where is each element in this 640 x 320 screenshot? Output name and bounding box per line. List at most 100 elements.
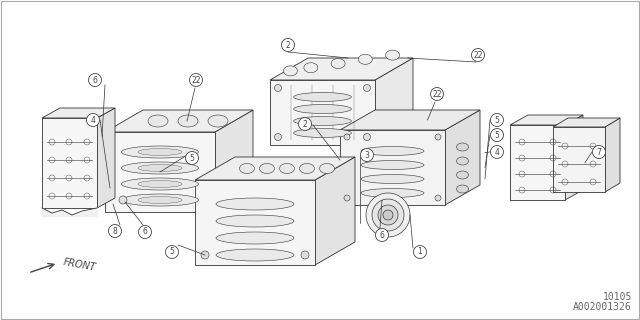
Circle shape [275, 133, 282, 140]
Text: 5: 5 [495, 116, 499, 124]
Circle shape [431, 87, 444, 100]
Circle shape [344, 134, 350, 140]
Text: 5: 5 [495, 131, 499, 140]
Circle shape [378, 205, 398, 225]
Polygon shape [605, 118, 620, 192]
Ellipse shape [148, 115, 168, 127]
Ellipse shape [178, 115, 198, 127]
Text: 3: 3 [365, 150, 369, 159]
Text: 2: 2 [285, 41, 291, 50]
Polygon shape [553, 127, 605, 192]
Ellipse shape [216, 232, 294, 244]
Circle shape [186, 151, 198, 164]
Circle shape [282, 38, 294, 52]
Circle shape [301, 251, 309, 259]
Ellipse shape [138, 148, 182, 156]
Ellipse shape [138, 164, 182, 172]
Ellipse shape [216, 198, 294, 210]
Circle shape [166, 245, 179, 259]
Ellipse shape [304, 63, 318, 73]
Ellipse shape [138, 196, 182, 204]
Ellipse shape [361, 147, 424, 156]
Circle shape [490, 146, 504, 158]
Polygon shape [42, 108, 115, 118]
Circle shape [366, 193, 410, 237]
Circle shape [435, 195, 441, 201]
Ellipse shape [280, 164, 294, 173]
Circle shape [372, 199, 404, 231]
Ellipse shape [216, 249, 294, 261]
Text: 22: 22 [191, 76, 201, 84]
Polygon shape [375, 58, 413, 145]
Polygon shape [510, 115, 583, 125]
Ellipse shape [294, 105, 351, 114]
Text: 10105: 10105 [603, 292, 632, 302]
Ellipse shape [456, 157, 468, 165]
Circle shape [435, 134, 441, 140]
Ellipse shape [361, 174, 424, 183]
Circle shape [383, 210, 393, 220]
Ellipse shape [361, 188, 424, 197]
Polygon shape [105, 132, 215, 212]
Circle shape [490, 129, 504, 141]
Text: 1: 1 [418, 247, 422, 257]
Ellipse shape [122, 162, 198, 174]
Ellipse shape [456, 143, 468, 151]
Ellipse shape [456, 171, 468, 179]
Circle shape [344, 195, 350, 201]
Polygon shape [553, 118, 620, 127]
Circle shape [138, 226, 152, 238]
Circle shape [413, 245, 426, 259]
Circle shape [364, 84, 371, 92]
Polygon shape [97, 108, 115, 208]
Circle shape [275, 84, 282, 92]
Text: 4: 4 [495, 148, 499, 156]
Ellipse shape [122, 178, 198, 190]
Polygon shape [270, 80, 375, 145]
Text: 6: 6 [143, 228, 147, 236]
Circle shape [593, 146, 605, 158]
Ellipse shape [216, 215, 294, 227]
Ellipse shape [284, 66, 298, 76]
Polygon shape [340, 130, 445, 205]
Ellipse shape [138, 180, 182, 188]
Ellipse shape [300, 164, 314, 173]
Text: FRONT: FRONT [62, 257, 97, 273]
Text: A002001326: A002001326 [573, 302, 632, 312]
Circle shape [376, 228, 388, 242]
Ellipse shape [294, 129, 351, 138]
Text: 22: 22 [473, 51, 483, 60]
Ellipse shape [208, 115, 228, 127]
Circle shape [88, 74, 102, 86]
Text: 7: 7 [596, 148, 602, 156]
Circle shape [86, 114, 99, 126]
Ellipse shape [122, 146, 198, 158]
Circle shape [119, 196, 127, 204]
Ellipse shape [122, 194, 198, 206]
Polygon shape [195, 157, 355, 180]
Text: 6: 6 [93, 76, 97, 84]
Polygon shape [510, 125, 565, 200]
Polygon shape [195, 180, 315, 265]
Text: 2: 2 [303, 119, 307, 129]
Ellipse shape [456, 185, 468, 193]
Polygon shape [215, 110, 253, 212]
Text: 5: 5 [170, 247, 175, 257]
Ellipse shape [385, 50, 399, 60]
Polygon shape [105, 110, 253, 132]
Circle shape [189, 74, 202, 86]
Circle shape [472, 49, 484, 61]
Ellipse shape [239, 164, 255, 173]
Polygon shape [445, 110, 480, 205]
Ellipse shape [294, 92, 351, 101]
Ellipse shape [358, 54, 372, 64]
Circle shape [360, 148, 374, 162]
Ellipse shape [361, 161, 424, 170]
Ellipse shape [294, 116, 351, 125]
Polygon shape [42, 118, 97, 208]
Circle shape [298, 117, 312, 131]
Circle shape [109, 225, 122, 237]
Circle shape [201, 251, 209, 259]
Ellipse shape [259, 164, 275, 173]
Polygon shape [565, 115, 583, 200]
